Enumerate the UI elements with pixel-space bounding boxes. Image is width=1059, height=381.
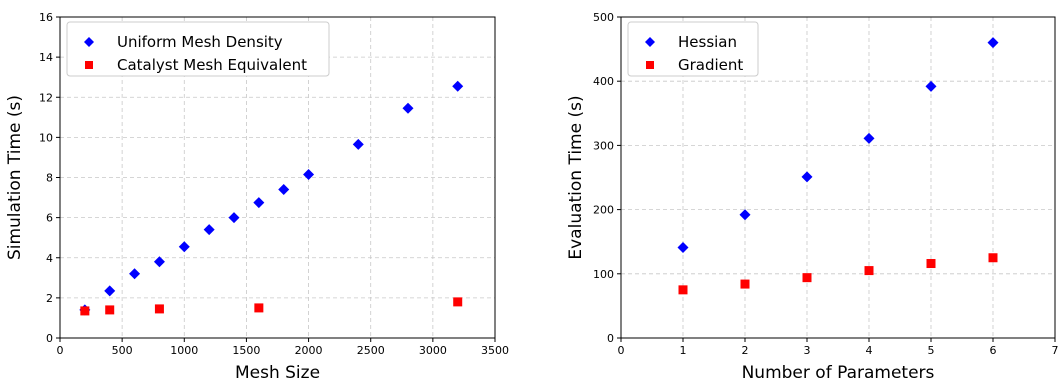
data-point xyxy=(678,285,688,295)
data-point xyxy=(925,80,937,92)
legend-entry-label: Uniform Mesh Density xyxy=(117,33,283,51)
legend-marker xyxy=(85,61,93,69)
y-axis-label: Simulation Time (s) xyxy=(5,95,25,260)
data-point xyxy=(105,305,115,315)
data-point xyxy=(129,268,141,280)
y-tick-label: 14 xyxy=(39,51,53,64)
legend-box xyxy=(627,21,759,77)
legend-marker xyxy=(645,37,655,47)
legend: Hessian Gradient xyxy=(627,21,759,77)
legend-entry-label: Gradient xyxy=(678,56,743,74)
data-point xyxy=(677,241,689,253)
x-tick-label: 2000 xyxy=(295,344,323,357)
y-tick-label: 6 xyxy=(46,212,53,225)
y-tick-label: 400 xyxy=(593,75,614,88)
data-point xyxy=(303,168,315,180)
data-point xyxy=(278,184,290,196)
y-tick-label: 200 xyxy=(593,204,614,217)
data-point xyxy=(863,132,875,144)
plot-frame xyxy=(620,16,1056,339)
y-axis-label: Evaluation Time (s) xyxy=(566,95,586,259)
series-2 xyxy=(678,253,998,295)
legend: Uniform Mesh Density Catalyst Mesh Equiva… xyxy=(66,21,330,77)
data-point xyxy=(987,37,999,49)
x-tick-label: 0 xyxy=(618,344,625,357)
chart-panel-2: 0 1 2 3 4 5 6 7 0 100 200 300 400 500 Number of Parame… xyxy=(566,11,1059,381)
series-2 xyxy=(80,297,463,316)
y-tick-label: 0 xyxy=(607,332,614,345)
data-point xyxy=(80,306,90,316)
y-tick-label: 300 xyxy=(593,139,614,152)
data-point xyxy=(740,279,750,289)
y-tick-label: 100 xyxy=(593,268,614,281)
x-tick-label: 1 xyxy=(680,344,687,357)
data-point xyxy=(154,304,164,314)
x-tick-label: 1500 xyxy=(232,344,260,357)
y-tick-label: 0 xyxy=(46,332,53,345)
data-point xyxy=(228,212,240,224)
series-1 xyxy=(79,80,464,316)
legend-box xyxy=(66,21,330,77)
data-point xyxy=(802,273,812,283)
data-point xyxy=(153,256,165,268)
x-tick-label: 5 xyxy=(928,344,935,357)
x-tick-label: 0 xyxy=(57,344,64,357)
x-axis-label: Mesh Size xyxy=(235,363,320,381)
data-point xyxy=(988,253,998,263)
legend-entry-label: Catalyst Mesh Equivalent xyxy=(117,56,307,74)
y-tick-label: 4 xyxy=(46,252,53,265)
x-tick-label: 4 xyxy=(866,344,873,357)
data-point xyxy=(926,259,936,269)
data-point xyxy=(801,171,813,183)
data-point xyxy=(453,297,463,307)
data-point xyxy=(178,241,190,253)
y-tick-label: 500 xyxy=(593,11,614,24)
legend-entry-label: Hessian xyxy=(678,33,737,51)
legend-marker xyxy=(646,61,654,69)
data-point xyxy=(254,303,264,313)
data-point xyxy=(864,266,874,276)
data-point xyxy=(352,138,364,150)
legend-marker xyxy=(84,37,94,47)
data-point xyxy=(739,209,751,221)
x-tick-label: 3500 xyxy=(481,344,509,357)
data-point xyxy=(452,80,464,92)
y-tick-label: 10 xyxy=(39,131,53,144)
x-tick-label: 3 xyxy=(804,344,811,357)
data-point xyxy=(104,285,116,297)
x-tick-label: 2500 xyxy=(357,344,385,357)
x-tick-label: 500 xyxy=(112,344,133,357)
series-1 xyxy=(677,37,999,253)
y-tick-label: 12 xyxy=(39,91,53,104)
data-point xyxy=(253,197,265,209)
x-tick-label: 7 xyxy=(1052,344,1059,357)
data-point xyxy=(203,224,215,236)
x-tick-label: 3000 xyxy=(419,344,447,357)
x-tick-label: 1000 xyxy=(170,344,198,357)
chart-panel-1: 0 500 1000 1500 2000 2500 3000 3500 0 2 4 6 8 10 12 14 1… xyxy=(5,11,509,381)
y-tick-label: 16 xyxy=(39,11,53,24)
y-tick-label: 8 xyxy=(46,172,53,185)
data-point xyxy=(402,102,414,114)
x-tick-label: 6 xyxy=(990,344,997,357)
x-axis-label: Number of Parameters xyxy=(742,363,935,381)
y-tick-label: 2 xyxy=(46,292,53,305)
x-tick-label: 2 xyxy=(742,344,749,357)
